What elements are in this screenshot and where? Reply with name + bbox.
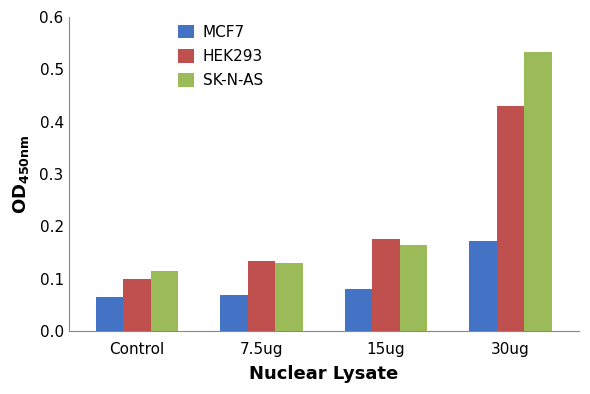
Legend: MCF7, HEK293, SK-N-AS: MCF7, HEK293, SK-N-AS	[178, 25, 263, 88]
Bar	[497, 106, 524, 331]
Bar	[524, 52, 552, 331]
Bar	[275, 263, 303, 331]
Bar	[123, 279, 150, 331]
Bar	[399, 245, 427, 331]
Bar	[470, 241, 497, 331]
Bar	[96, 297, 123, 331]
Bar	[345, 289, 372, 331]
Bar	[150, 271, 178, 331]
Y-axis label: OD$_{\mathregular{450nm}}$: OD$_{\mathregular{450nm}}$	[11, 134, 31, 214]
X-axis label: Nuclear Lysate: Nuclear Lysate	[249, 365, 398, 383]
Bar	[248, 261, 275, 331]
Bar	[372, 238, 399, 331]
Bar	[221, 294, 248, 331]
